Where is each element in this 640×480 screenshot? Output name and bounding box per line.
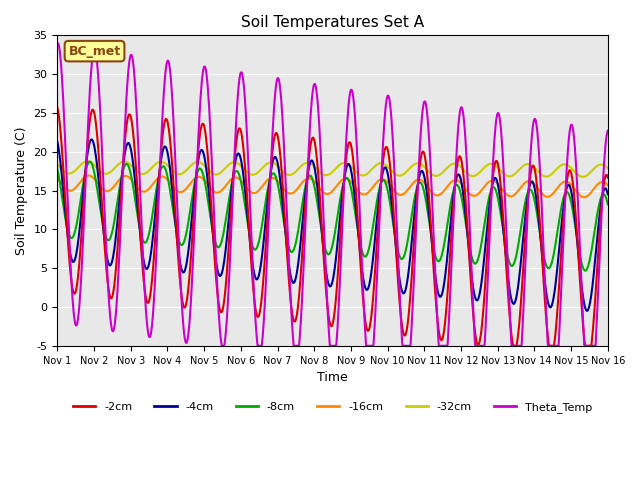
-16cm: [97, 184, 104, 190]
-2cm: [96, 170, 104, 176]
Theta_Temp: [309, 87, 317, 93]
Line: -4cm: -4cm: [58, 140, 608, 311]
-16cm: [287, 191, 295, 196]
-8cm: [119, 168, 127, 174]
-32cm: [54, 162, 61, 168]
-32cm: [579, 174, 587, 180]
Theta_Temp: [288, 314, 296, 320]
Line: -8cm: -8cm: [58, 162, 608, 271]
-2cm: [509, 343, 517, 348]
Theta_Temp: [604, 128, 612, 133]
-4cm: [308, 158, 316, 164]
Line: Theta_Temp: Theta_Temp: [58, 43, 608, 346]
-8cm: [97, 207, 104, 213]
-32cm: [97, 168, 104, 174]
-8cm: [582, 268, 589, 274]
-4cm: [583, 308, 591, 314]
X-axis label: Time: Time: [317, 371, 348, 384]
-8cm: [367, 236, 375, 241]
-2cm: [308, 135, 316, 141]
-32cm: [287, 172, 295, 178]
Theta_Temp: [54, 41, 61, 47]
-4cm: [54, 139, 61, 145]
-16cm: [84, 173, 92, 179]
-32cm: [367, 168, 375, 173]
Theta_Temp: [54, 40, 61, 46]
Text: BC_met: BC_met: [68, 45, 121, 58]
-16cm: [54, 175, 61, 181]
Line: -16cm: -16cm: [58, 176, 608, 197]
Theta_Temp: [97, 111, 104, 117]
-2cm: [118, 171, 126, 177]
Theta_Temp: [367, 343, 375, 348]
-16cm: [119, 174, 127, 180]
-8cm: [299, 199, 307, 204]
Legend: -2cm, -4cm, -8cm, -16cm, -32cm, Theta_Temp: -2cm, -4cm, -8cm, -16cm, -32cm, Theta_Te…: [68, 398, 597, 418]
Line: -32cm: -32cm: [58, 161, 608, 177]
-2cm: [298, 249, 306, 255]
-32cm: [299, 162, 307, 168]
-8cm: [54, 167, 61, 172]
Y-axis label: Soil Temperature (C): Soil Temperature (C): [15, 126, 28, 255]
-4cm: [299, 218, 307, 224]
-2cm: [287, 300, 295, 306]
Theta_Temp: [218, 343, 226, 348]
-4cm: [119, 165, 127, 171]
-32cm: [119, 159, 127, 165]
-32cm: [308, 162, 316, 168]
-4cm: [88, 137, 95, 143]
Title: Soil Temperatures Set A: Soil Temperatures Set A: [241, 15, 424, 30]
-8cm: [308, 177, 316, 182]
-8cm: [604, 202, 612, 207]
-16cm: [604, 182, 612, 188]
-8cm: [86, 159, 93, 165]
-32cm: [84, 158, 92, 164]
-4cm: [604, 192, 612, 197]
-4cm: [97, 195, 104, 201]
-4cm: [367, 272, 375, 278]
Theta_Temp: [300, 276, 307, 282]
-16cm: [367, 187, 375, 192]
-8cm: [287, 249, 295, 255]
-2cm: [367, 319, 374, 324]
Line: -2cm: -2cm: [58, 108, 608, 346]
-2cm: [604, 175, 612, 180]
-32cm: [604, 165, 612, 171]
-2cm: [54, 105, 61, 110]
Theta_Temp: [119, 173, 127, 179]
-16cm: [580, 194, 588, 200]
-4cm: [287, 276, 295, 282]
-16cm: [308, 177, 316, 183]
-16cm: [299, 179, 307, 185]
